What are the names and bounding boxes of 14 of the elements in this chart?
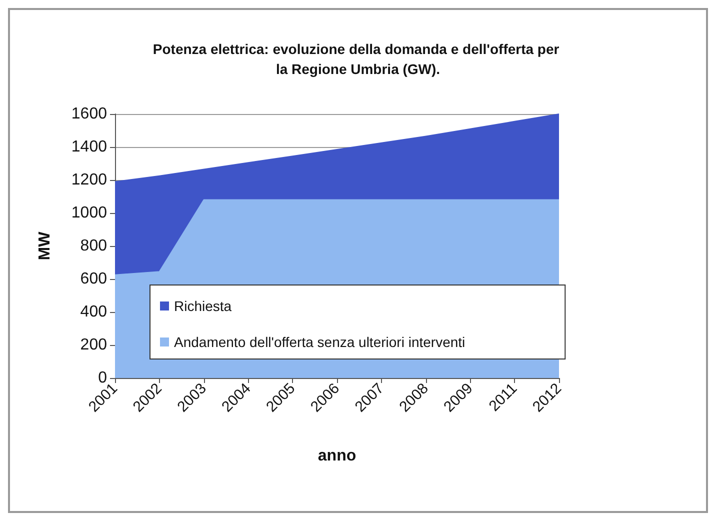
y-axis-title: MW [36, 230, 54, 260]
y-tick-label: 1600 [71, 106, 108, 122]
y-tick-label: 1400 [71, 138, 108, 156]
y-tick-label: 1000 [71, 204, 108, 222]
legend-label: Richiesta [174, 298, 232, 314]
x-axis-title: anno [318, 448, 356, 464]
chart-title: Potenza elettrica: evoluzione della domanda e dell'offerta per la Regione Umbria (GW). [152, 41, 564, 77]
y-tick-label: 200 [80, 336, 108, 354]
y-tick-label: 1200 [71, 172, 108, 188]
legend-label: Andamento dell'offerta senza ulteriori interventi [174, 334, 466, 350]
y-tick-label: 400 [80, 304, 108, 320]
y-tick-label: 800 [80, 238, 108, 254]
y-tick-label: 0 [98, 370, 108, 386]
y-tick-label: 600 [80, 270, 108, 288]
